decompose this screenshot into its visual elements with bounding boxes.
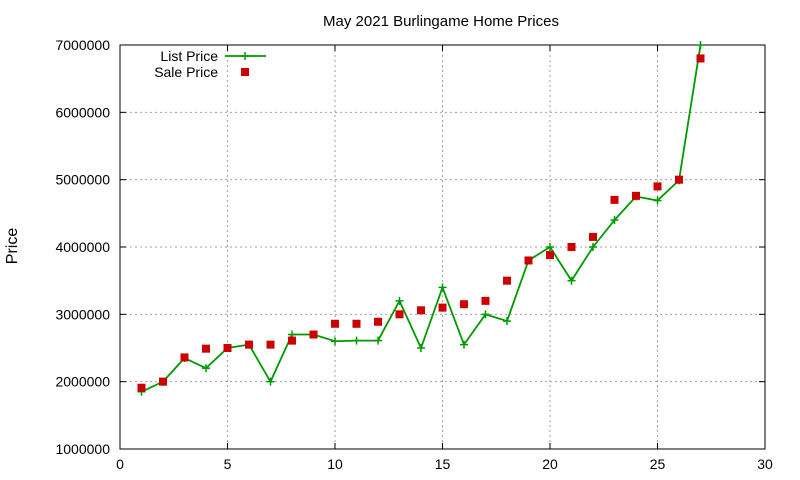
x-tick-label: 25 — [650, 456, 666, 472]
sale-price-point — [202, 344, 210, 353]
list-price-point — [481, 310, 490, 319]
sale-price-point — [245, 340, 253, 349]
legend-marker-sale-price — [241, 68, 249, 76]
sale-price-point — [137, 383, 146, 392]
sale-price-point — [159, 377, 167, 386]
sale-price-point — [374, 317, 382, 326]
sale-price-point — [546, 251, 554, 260]
sale-price-point — [696, 54, 705, 63]
y-tick-label: 3000000 — [55, 306, 110, 322]
list-price-point — [202, 364, 210, 373]
sale-price-point — [417, 306, 425, 315]
list-price-point — [417, 344, 425, 352]
sale-price-point — [460, 300, 468, 309]
legend-marker-list-price — [241, 52, 249, 60]
x-tick-label: 10 — [327, 456, 343, 472]
sale-price-point — [524, 256, 533, 265]
x-tick-label: 15 — [435, 456, 451, 472]
y-axis-label: Price — [4, 228, 21, 265]
list-price-point — [589, 243, 597, 251]
list-price-line — [141, 44, 702, 393]
y-tick-label: 4000000 — [55, 239, 110, 255]
x-tick-label: 20 — [542, 456, 558, 472]
list-price-point — [331, 337, 339, 346]
list-price-point — [503, 317, 511, 326]
axis-ticks: 0 5 10 15 20 25 30 1000000 2000000 3000000 4000000… — [55, 37, 773, 472]
list-price-point — [696, 41, 705, 49]
x-tick-label: 0 — [116, 456, 124, 472]
sale-price-point — [503, 276, 511, 285]
list-price-point — [546, 243, 554, 251]
list-price-point — [266, 377, 275, 386]
x-tick-label: 30 — [757, 456, 773, 472]
sale-price-point — [653, 182, 662, 191]
list-price-point — [438, 283, 447, 292]
series-layer — [137, 41, 705, 396]
y-tick-label: 5000000 — [55, 172, 110, 188]
legend-label-sale-price: Sale Price — [154, 64, 218, 80]
sale-price-point — [180, 353, 189, 362]
y-tick-label: 6000000 — [55, 104, 110, 120]
sale-price-point — [288, 336, 296, 345]
sale-price-point — [589, 232, 597, 241]
list-price-point — [610, 216, 619, 225]
sale-price-point — [481, 296, 490, 305]
y-tick-label: 2000000 — [55, 374, 110, 390]
list-price-point — [653, 196, 662, 205]
chart-title: May 2021 Burlingame Home Prices — [323, 13, 559, 30]
x-tick-label: 5 — [224, 456, 232, 472]
list-price-point — [374, 336, 382, 345]
list-price-point — [460, 340, 468, 349]
list-price-point — [352, 336, 361, 345]
sale-price-point — [675, 175, 683, 184]
sale-price-point — [309, 330, 318, 339]
sale-price-point — [352, 319, 361, 328]
grid — [120, 45, 765, 449]
y-tick-label: 7000000 — [55, 37, 110, 53]
sale-price-point — [266, 340, 275, 349]
sale-price-point — [331, 319, 339, 328]
legend-label-list-price: List Price — [160, 48, 218, 64]
y-tick-label: 1000000 — [55, 441, 110, 457]
sale-price-point — [395, 310, 404, 319]
list-price-point — [395, 296, 404, 305]
sale-price-point — [610, 195, 619, 204]
sale-price-point — [632, 191, 640, 200]
sale-price-point — [223, 344, 232, 352]
list-price-point — [567, 276, 576, 285]
sale-price-point — [438, 303, 447, 312]
sale-price-point — [567, 243, 576, 251]
